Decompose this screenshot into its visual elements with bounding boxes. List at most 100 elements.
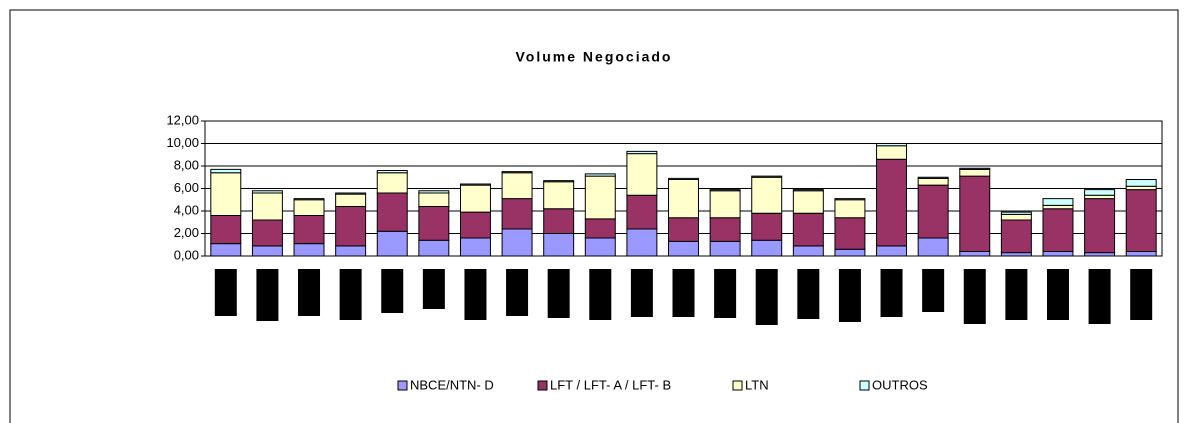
bar-segment: [959, 168, 991, 177]
bar-segment: [1125, 251, 1157, 257]
bar-segment: [293, 215, 325, 245]
bar-segment: [251, 219, 283, 247]
bar-segment: [376, 192, 408, 232]
bar-segment: [1125, 179, 1157, 187]
bar-segment: [459, 184, 491, 213]
bar-segment: [709, 217, 741, 242]
bar-segment: [626, 153, 658, 196]
bar-segment: [335, 206, 367, 247]
redacted-label: [672, 269, 695, 317]
y-tick-label: 6,00: [174, 180, 199, 195]
bar-segment: [668, 179, 699, 219]
redacted-label: [381, 269, 404, 313]
redacted-label: [422, 269, 445, 309]
bar-segment: [792, 212, 824, 247]
legend-label: NBCE/NTN- D: [410, 377, 494, 392]
bar-segment: [1000, 211, 1032, 215]
bar-segment: [543, 208, 575, 234]
legend-label: OUTROS: [872, 377, 928, 392]
redacted-label: [1046, 269, 1069, 320]
bar-segment: [876, 245, 908, 257]
legend-swatch: [397, 380, 408, 391]
bar-segment: [501, 198, 533, 230]
legend-swatch: [732, 380, 743, 391]
legend-label: LTN: [745, 377, 769, 392]
bar-segment: [959, 251, 991, 257]
bar-segment: [917, 176, 949, 179]
bar-segment: [1042, 204, 1074, 210]
bar-segment: [335, 245, 367, 257]
bar-segment: [668, 240, 699, 257]
redacted-label: [589, 269, 612, 320]
bar-segment: [1125, 185, 1157, 191]
bar-segment: [626, 150, 658, 155]
bar-segment: [917, 184, 949, 239]
bar-segment: [459, 211, 491, 239]
legend-label: LFT / LFT- A / LFT- B: [550, 377, 671, 392]
bar-segment: [626, 194, 658, 230]
bar-segment: [834, 198, 866, 201]
bar-segment: [418, 190, 450, 194]
bar-segment: [501, 228, 533, 257]
bar-segment: [626, 228, 658, 257]
bar-segment: [501, 171, 533, 174]
bar-segment: [876, 143, 908, 147]
bar-segment: [1084, 189, 1116, 196]
bar-segment: [751, 239, 783, 257]
y-tick-label: 10,00: [166, 135, 199, 150]
bar-segment: [418, 192, 450, 207]
bar-segment: [335, 192, 367, 195]
y-tick-label: 8,00: [174, 157, 199, 172]
bar-segment: [293, 243, 325, 257]
bar-segment: [668, 217, 699, 242]
bar-segment: [584, 237, 616, 257]
bar-segment: [251, 245, 283, 257]
bar-segment: [418, 206, 450, 241]
redacted-label: [838, 269, 861, 322]
bar-segment: [1042, 198, 1074, 206]
bar-segment: [959, 167, 991, 170]
y-tick-label: 12,00: [166, 112, 199, 127]
bar-segment: [376, 170, 408, 174]
redacted-label: [880, 269, 903, 317]
redacted-label: [755, 269, 778, 325]
bar-segment: [293, 199, 325, 216]
bar-segment: [668, 177, 699, 180]
bar-segment: [376, 172, 408, 194]
bar-segment: [584, 173, 616, 177]
bar-segment: [751, 176, 783, 214]
bar-segment: [376, 230, 408, 257]
bar-segment: [210, 243, 242, 257]
bar-segment: [543, 233, 575, 257]
redacted-label: [630, 269, 653, 317]
redacted-label: [963, 269, 986, 324]
y-tick-label: 4,00: [174, 202, 199, 217]
redacted-label: [506, 269, 529, 316]
bar-segment: [584, 175, 616, 220]
bar-segment: [1042, 251, 1074, 257]
redacted-label: [339, 269, 362, 320]
legend-swatch: [859, 380, 870, 391]
bar-segment: [751, 175, 783, 178]
bar-segment: [751, 212, 783, 241]
frame: [9, 9, 1179, 423]
bar-segment: [501, 172, 533, 200]
bar-segment: [834, 248, 866, 257]
redacted-label: [922, 269, 945, 312]
bar-segment: [917, 237, 949, 257]
bar-segment: [543, 180, 575, 183]
bar-segment: [917, 177, 949, 186]
redacted-label: [256, 269, 279, 321]
redacted-label: [1130, 269, 1153, 320]
bar-segment: [792, 245, 824, 257]
bar-segment: [1084, 252, 1116, 257]
redacted-label: [1005, 269, 1028, 320]
bar-segment: [834, 199, 866, 219]
bar-segment: [709, 240, 741, 257]
bar-segment: [1000, 252, 1032, 257]
bar-segment: [709, 190, 741, 219]
bar-segment: [1000, 213, 1032, 221]
redacted-label: [214, 269, 237, 316]
bar-segment: [1084, 198, 1116, 254]
